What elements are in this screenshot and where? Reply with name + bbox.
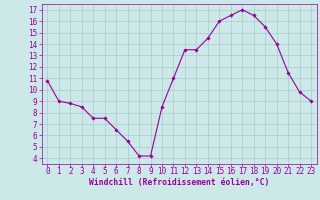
X-axis label: Windchill (Refroidissement éolien,°C): Windchill (Refroidissement éolien,°C)	[89, 178, 269, 187]
